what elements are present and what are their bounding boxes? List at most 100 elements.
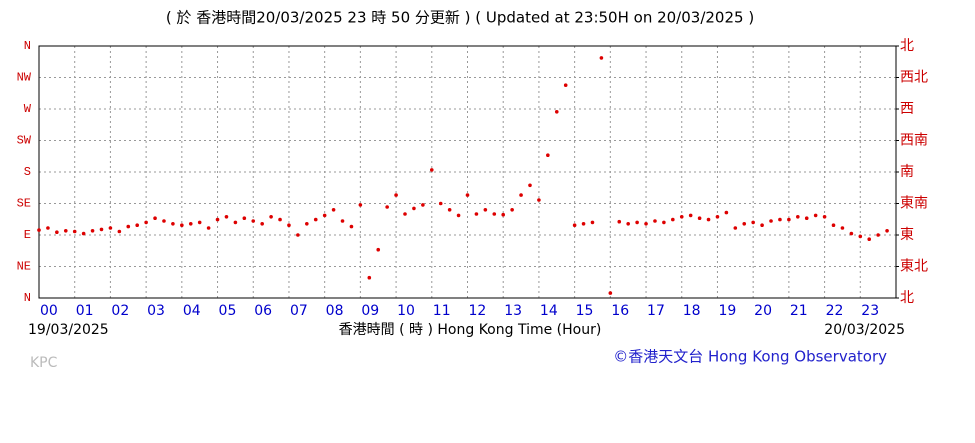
data-point bbox=[197, 220, 202, 225]
x-tick-label: 21 bbox=[790, 303, 808, 319]
x-tick-label: 17 bbox=[647, 303, 665, 319]
data-point bbox=[733, 226, 738, 230]
y-tick-label: E bbox=[24, 228, 31, 242]
data-point bbox=[429, 168, 434, 172]
data-point bbox=[492, 212, 497, 216]
x-tick-label: 19 bbox=[718, 303, 736, 319]
data-point bbox=[367, 275, 372, 280]
data-point bbox=[742, 222, 747, 226]
x-tick-label: 00 bbox=[40, 303, 58, 319]
data-point bbox=[287, 223, 291, 227]
y2-tick-label: 北 bbox=[900, 290, 914, 306]
data-point bbox=[599, 56, 604, 60]
data-point bbox=[697, 216, 702, 220]
data-point bbox=[144, 220, 148, 225]
y2-tick-label: 西北 bbox=[900, 70, 928, 86]
data-point bbox=[876, 233, 880, 237]
data-point bbox=[796, 215, 800, 219]
data-point bbox=[322, 213, 327, 218]
data-point bbox=[608, 291, 613, 295]
x-tick-label: 04 bbox=[183, 303, 201, 319]
x-tick-label: 09 bbox=[361, 303, 379, 319]
y-tick-label: SE bbox=[17, 197, 31, 211]
data-point bbox=[706, 217, 711, 222]
data-point bbox=[349, 224, 354, 229]
data-point bbox=[724, 210, 729, 215]
data-point bbox=[117, 229, 122, 234]
data-point bbox=[483, 208, 488, 212]
data-point bbox=[671, 217, 675, 222]
data-point bbox=[519, 193, 523, 197]
data-point bbox=[590, 220, 595, 225]
data-point bbox=[206, 226, 211, 230]
x-tick-label: 06 bbox=[254, 303, 272, 319]
data-point bbox=[63, 229, 68, 233]
data-point bbox=[858, 234, 863, 239]
x-tick-label: 01 bbox=[76, 303, 94, 319]
data-point bbox=[72, 229, 77, 234]
data-point bbox=[546, 153, 550, 157]
data-point bbox=[171, 222, 175, 226]
y2-tick-label: 南 bbox=[900, 164, 914, 180]
data-point bbox=[501, 212, 506, 217]
x-tick-label: 07 bbox=[290, 303, 308, 319]
data-point bbox=[617, 219, 622, 224]
data-point bbox=[804, 216, 809, 220]
data-point bbox=[108, 226, 113, 230]
data-point bbox=[385, 205, 389, 209]
data-point bbox=[278, 217, 282, 222]
data-point bbox=[537, 198, 541, 202]
y2-tick-label: 東 bbox=[900, 227, 914, 243]
data-point bbox=[510, 208, 514, 212]
plot-frame bbox=[38, 45, 897, 299]
data-point bbox=[126, 224, 131, 229]
data-point bbox=[331, 208, 336, 212]
data-point bbox=[438, 201, 443, 206]
data-point bbox=[644, 222, 648, 226]
data-point bbox=[456, 213, 461, 218]
x-tick-label: 15 bbox=[576, 303, 594, 319]
data-point bbox=[831, 223, 836, 227]
data-point bbox=[358, 203, 363, 207]
x-axis-label: 香港時間 ( 時 ) Hong Kong Time (Hour) bbox=[339, 322, 602, 338]
start-date: 19/03/2025 bbox=[28, 322, 109, 338]
y-tick-label: S bbox=[24, 165, 31, 179]
data-point bbox=[215, 217, 220, 222]
x-tick-label: 11 bbox=[433, 303, 451, 319]
x-tick-label: 03 bbox=[147, 303, 165, 319]
y2-tick-label: 東南 bbox=[900, 196, 928, 212]
data-point bbox=[822, 215, 827, 219]
data-point bbox=[305, 222, 309, 226]
data-point bbox=[394, 193, 398, 197]
data-point bbox=[769, 219, 773, 223]
x-tick-label: 23 bbox=[861, 303, 879, 319]
data-point bbox=[751, 220, 755, 225]
y-tick-label: N bbox=[24, 39, 31, 53]
data-point bbox=[581, 222, 586, 226]
data-point bbox=[55, 230, 59, 234]
y2-tick-label: 西南 bbox=[900, 133, 928, 149]
data-point bbox=[296, 233, 300, 237]
x-tick-label: 05 bbox=[219, 303, 237, 319]
y2-tick-label: 西 bbox=[900, 101, 914, 117]
data-point bbox=[412, 206, 416, 211]
data-point bbox=[688, 213, 693, 218]
data-point bbox=[465, 193, 470, 197]
title: ( 於 香港時間20/03/2025 23 時 50 分更新 ) ( Updat… bbox=[166, 9, 754, 27]
data-point bbox=[715, 215, 720, 219]
y-tick-label: NW bbox=[17, 71, 32, 85]
data-point bbox=[233, 220, 238, 225]
data-point bbox=[269, 215, 273, 219]
y-tick-label: N bbox=[24, 291, 31, 305]
data-point bbox=[849, 231, 854, 236]
y-tick-label: NE bbox=[17, 260, 31, 274]
x-tick-label: 02 bbox=[111, 303, 129, 319]
data-point bbox=[46, 226, 50, 230]
data-point bbox=[403, 212, 407, 216]
data-point bbox=[626, 222, 630, 226]
x-tick-label: 13 bbox=[504, 303, 522, 319]
data-point bbox=[180, 223, 184, 227]
data-point bbox=[251, 219, 256, 223]
data-point bbox=[37, 228, 41, 232]
data-point bbox=[778, 217, 782, 222]
